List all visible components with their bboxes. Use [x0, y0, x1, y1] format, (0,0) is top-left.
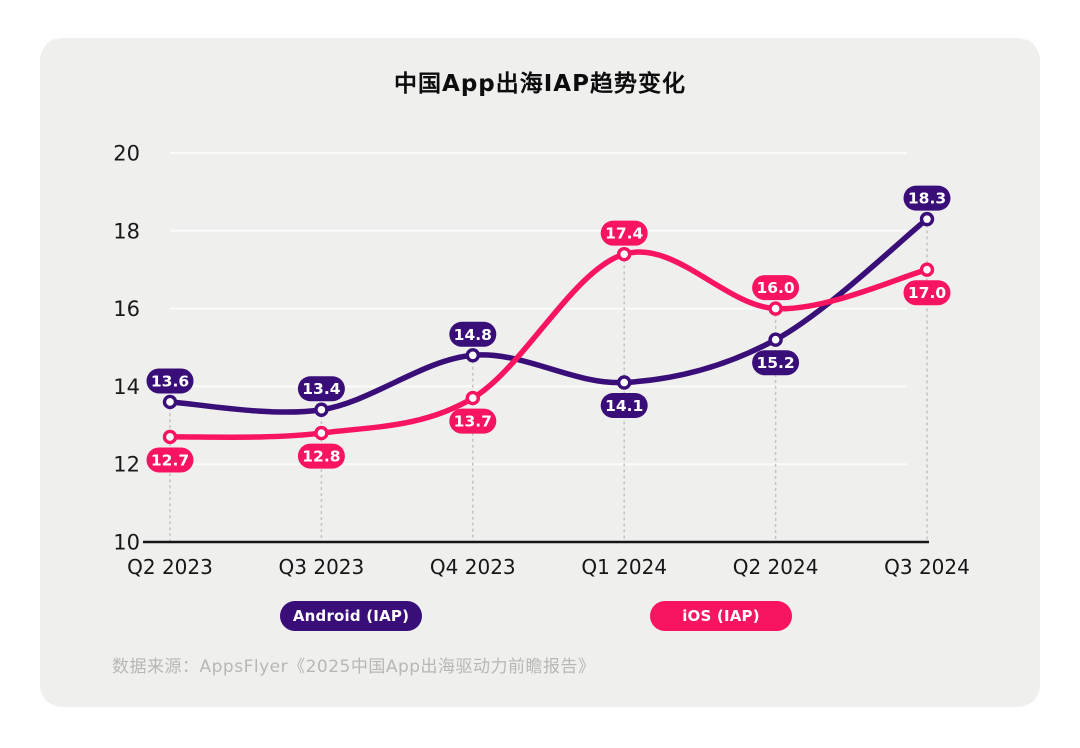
x-axis-tick-label: Q2 2023	[127, 555, 213, 579]
data-point-marker	[465, 348, 480, 363]
y-axis-tick-label: 16	[113, 297, 140, 321]
legend-ios-pill: iOS (IAP)	[650, 601, 792, 631]
data-point-label-pill	[903, 185, 951, 211]
legend-ios-label: iOS (IAP)	[682, 607, 760, 625]
x-axis-tick-label: Q4 2023	[430, 555, 516, 579]
data-point-marker	[617, 375, 632, 390]
data-point-marker	[919, 262, 935, 277]
chart-title: 中国App出海IAP趋势变化	[394, 71, 686, 97]
x-axis-tick-label: Q3 2023	[279, 555, 365, 579]
data-point-label-pill	[600, 393, 648, 419]
data-point-label-pill	[449, 408, 497, 434]
data-point-label: 17.4	[605, 225, 643, 243]
chart-card: 中国App出海IAP趋势变化 10 12 14 16 18 20 Q2 2023 Q3 202…	[40, 38, 1040, 707]
data-point-label: 14.1	[605, 397, 643, 415]
data-point-marker	[768, 332, 783, 347]
data-point-label-pill	[903, 280, 951, 306]
data-point-label: 12.8	[302, 448, 340, 466]
y-axis-tick-label: 18	[113, 219, 140, 243]
x-axis-tick-label: Q3 2024	[884, 555, 970, 579]
data-point-marker	[617, 246, 632, 262]
data-point-marker	[768, 301, 783, 316]
data-point-marker	[314, 425, 329, 441]
data-point-label: 13.7	[454, 413, 492, 431]
data-point-label-pill	[146, 447, 194, 473]
data-point-label-pill	[297, 443, 345, 469]
data-point-label-pill	[600, 220, 648, 246]
iap-trend-line-chart: 10 12 14 16 18 20 Q2 2023 Q3 2023 Q4 2023 Q1 2024…	[113, 142, 970, 580]
series-line	[167, 216, 930, 415]
series-line	[167, 249, 930, 440]
data-point-label: 17.0	[908, 284, 946, 302]
data-point-marker	[919, 211, 935, 227]
data-point-label: 15.2	[756, 354, 794, 372]
data-point-marker	[162, 394, 178, 410]
data-point-label: 16.0	[756, 279, 794, 297]
data-point-label-pill	[297, 376, 345, 402]
data-point-label-pill	[752, 350, 800, 376]
y-axis-tick-label: 20	[113, 142, 140, 166]
y-axis-tick-label: 12	[113, 453, 140, 477]
data-point-label: 14.8	[454, 326, 492, 344]
legend-android-label: Android (IAP)	[292, 607, 410, 625]
y-axis-tick-label: 10	[113, 531, 140, 555]
data-point-label: 18.3	[908, 190, 946, 208]
data-point-label: 12.7	[151, 451, 189, 469]
data-point-marker	[314, 402, 329, 417]
data-point-label: 13.4	[302, 380, 340, 398]
legend-android-pill: Android (IAP)	[280, 601, 422, 631]
data-point-label-pill	[449, 321, 497, 347]
data-point-marker	[465, 390, 480, 406]
y-axis-tick-label: 14	[113, 375, 140, 399]
x-axis-tick-label: Q2 2024	[733, 555, 819, 579]
data-source-note: 数据来源：AppsFlyer《2025中国App出海驱动力前瞻报告》	[112, 657, 596, 677]
data-point-label: 13.6	[151, 372, 189, 390]
data-point-label-pill	[146, 368, 194, 394]
x-axis-tick-label: Q1 2024	[581, 555, 667, 579]
data-point-label-pill	[752, 275, 800, 301]
data-point-marker	[162, 429, 178, 445]
